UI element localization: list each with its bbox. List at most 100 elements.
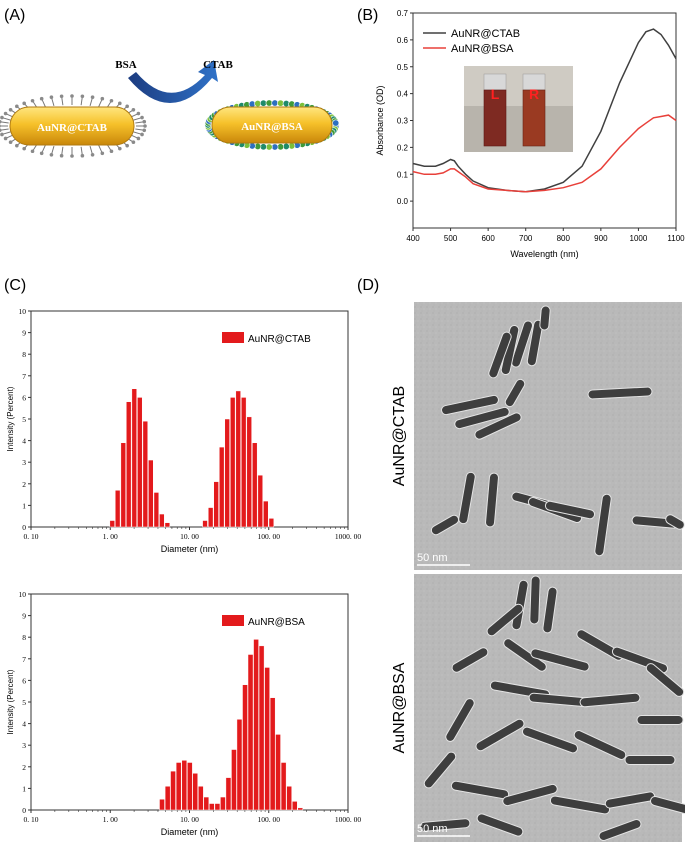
histogram-bar — [131, 388, 137, 528]
bsa-protein — [332, 119, 340, 127]
histogram-bar — [291, 801, 298, 811]
x-tick-label: 10. 00 — [180, 532, 199, 541]
gold-nanorod — [594, 493, 612, 557]
ctab-ligand-head — [49, 95, 54, 100]
histogram-bar — [207, 507, 214, 528]
gold-nanorod — [454, 406, 510, 430]
y-tick-label: 5 — [22, 415, 26, 424]
ctab-ligand-head — [22, 146, 26, 151]
ctab-ligand-head — [142, 119, 147, 124]
gold-nanorod — [441, 394, 499, 416]
y-tick-label: 0.6 — [397, 36, 409, 45]
tem-ctab-scale-label: 50 nm — [417, 552, 448, 564]
ctab-ligand-head — [109, 149, 114, 154]
ctab-ligand-head — [70, 94, 74, 98]
gold-nanorod — [650, 795, 685, 815]
gold-nanorod — [579, 692, 641, 708]
ctab-ligand-head — [30, 98, 35, 103]
y-tick-label: 0 — [22, 523, 26, 532]
y-tick-label: 8 — [22, 633, 26, 642]
y-tick-label: 7 — [22, 372, 26, 381]
y-tick-label: 4 — [22, 720, 26, 729]
y-tick-label: 3 — [22, 458, 26, 467]
ctab-ligand-head — [136, 111, 141, 116]
gold-nanorod — [502, 783, 558, 807]
vial-right: R — [522, 73, 546, 147]
y-tick-label: 0.2 — [397, 143, 409, 152]
legend-swatch — [222, 615, 244, 626]
vial-left-label: L — [491, 86, 500, 102]
histogram-bar — [148, 459, 154, 528]
ctab-ligand-head — [8, 107, 13, 112]
arrow-bsa-label: BSA — [115, 59, 136, 71]
histogram-bar — [114, 490, 121, 528]
histogram-bar — [142, 420, 148, 528]
ctab-ligand-head — [140, 132, 144, 137]
vial-photo-inset: L R — [464, 66, 573, 152]
tem-image-bsa: 50 nm — [414, 574, 685, 842]
histogram-bar — [181, 760, 188, 811]
x-tick-label: 1000 — [630, 234, 648, 243]
ctab-ligand-head — [100, 151, 105, 156]
bsa-protein — [271, 143, 279, 151]
legend-label: AuNR@BSA — [248, 617, 305, 628]
ctab-ligand-head — [49, 152, 54, 157]
x-tick-label: 1000. 00 — [335, 815, 362, 824]
gold-nanorod — [451, 647, 489, 673]
y-tick-label: 1 — [22, 784, 26, 793]
gold-nanorod — [488, 331, 512, 379]
ctab-ligand-head — [140, 115, 144, 120]
legend-label-0: AuNR@CTAB — [451, 28, 520, 40]
x-tick-label: 10. 00 — [180, 815, 199, 824]
gold-nanorod — [486, 603, 524, 637]
y-tick-label: 8 — [22, 350, 26, 359]
histogram-bar — [202, 520, 208, 528]
x-tick-label: 1. 00 — [103, 815, 118, 824]
histogram-bar — [126, 401, 132, 528]
ctab-ligand-head — [8, 140, 13, 145]
ctab-ligand-head — [0, 115, 4, 120]
histogram-bar — [280, 762, 287, 811]
gold-nanorod — [542, 586, 558, 634]
x-axis-label: Diameter (nm) — [161, 827, 219, 837]
histogram-bar — [236, 719, 243, 811]
tem-top-label: AuNR@CTAB — [391, 386, 408, 486]
histogram-bar — [192, 773, 198, 811]
gold-nanorod — [445, 698, 475, 742]
x-axis-label: Wavelength (nm) — [510, 249, 578, 259]
y-tick-label: 1 — [22, 501, 26, 510]
panel-d-label: (D) — [357, 277, 379, 294]
ctab-ligand-head — [80, 94, 85, 99]
panel-a-label: (A) — [4, 7, 25, 24]
ctab-ligand-head — [3, 136, 8, 141]
x-tick-label: 600 — [481, 234, 495, 243]
bsa-protein — [265, 99, 273, 107]
ctab-ligand-head — [0, 132, 4, 137]
gold-nanorod — [645, 663, 685, 697]
tem-ctab-nanorods — [430, 305, 685, 557]
histogram-bar — [153, 492, 160, 528]
x-axis-label: Diameter (nm) — [161, 544, 219, 554]
aunr-bsa-rod-label: AuNR@BSA — [241, 121, 303, 133]
panel-d: (D) AuNR@CTAB AuNR@BSA 50 nm 50 nm — [357, 277, 685, 842]
histogram-bar — [241, 397, 247, 528]
ctab-ligand-head — [59, 94, 64, 99]
ctab-ligand-head — [90, 95, 95, 100]
y-tick-label: 6 — [22, 393, 26, 402]
tem-image-ctab-background — [414, 302, 682, 570]
ctab-ligand-head — [143, 124, 147, 128]
gold-nanorod — [430, 514, 460, 536]
histogram-bar — [252, 442, 258, 528]
y-axis-label: Intensity (Percent) — [6, 386, 15, 451]
tem-bottom-label: AuNR@BSA — [391, 662, 408, 753]
histogram-bar — [159, 513, 165, 528]
ctab-ligand-head — [118, 146, 122, 151]
ctab-ligand-head — [15, 143, 19, 148]
y-axis-label: Absorbance (OD) — [375, 85, 385, 155]
histogram-bar — [263, 500, 269, 528]
gold-nanorod — [458, 471, 476, 525]
gold-nanorod — [624, 755, 676, 765]
gold-nanorod — [573, 730, 627, 760]
y-tick-label: 0.5 — [397, 63, 409, 72]
